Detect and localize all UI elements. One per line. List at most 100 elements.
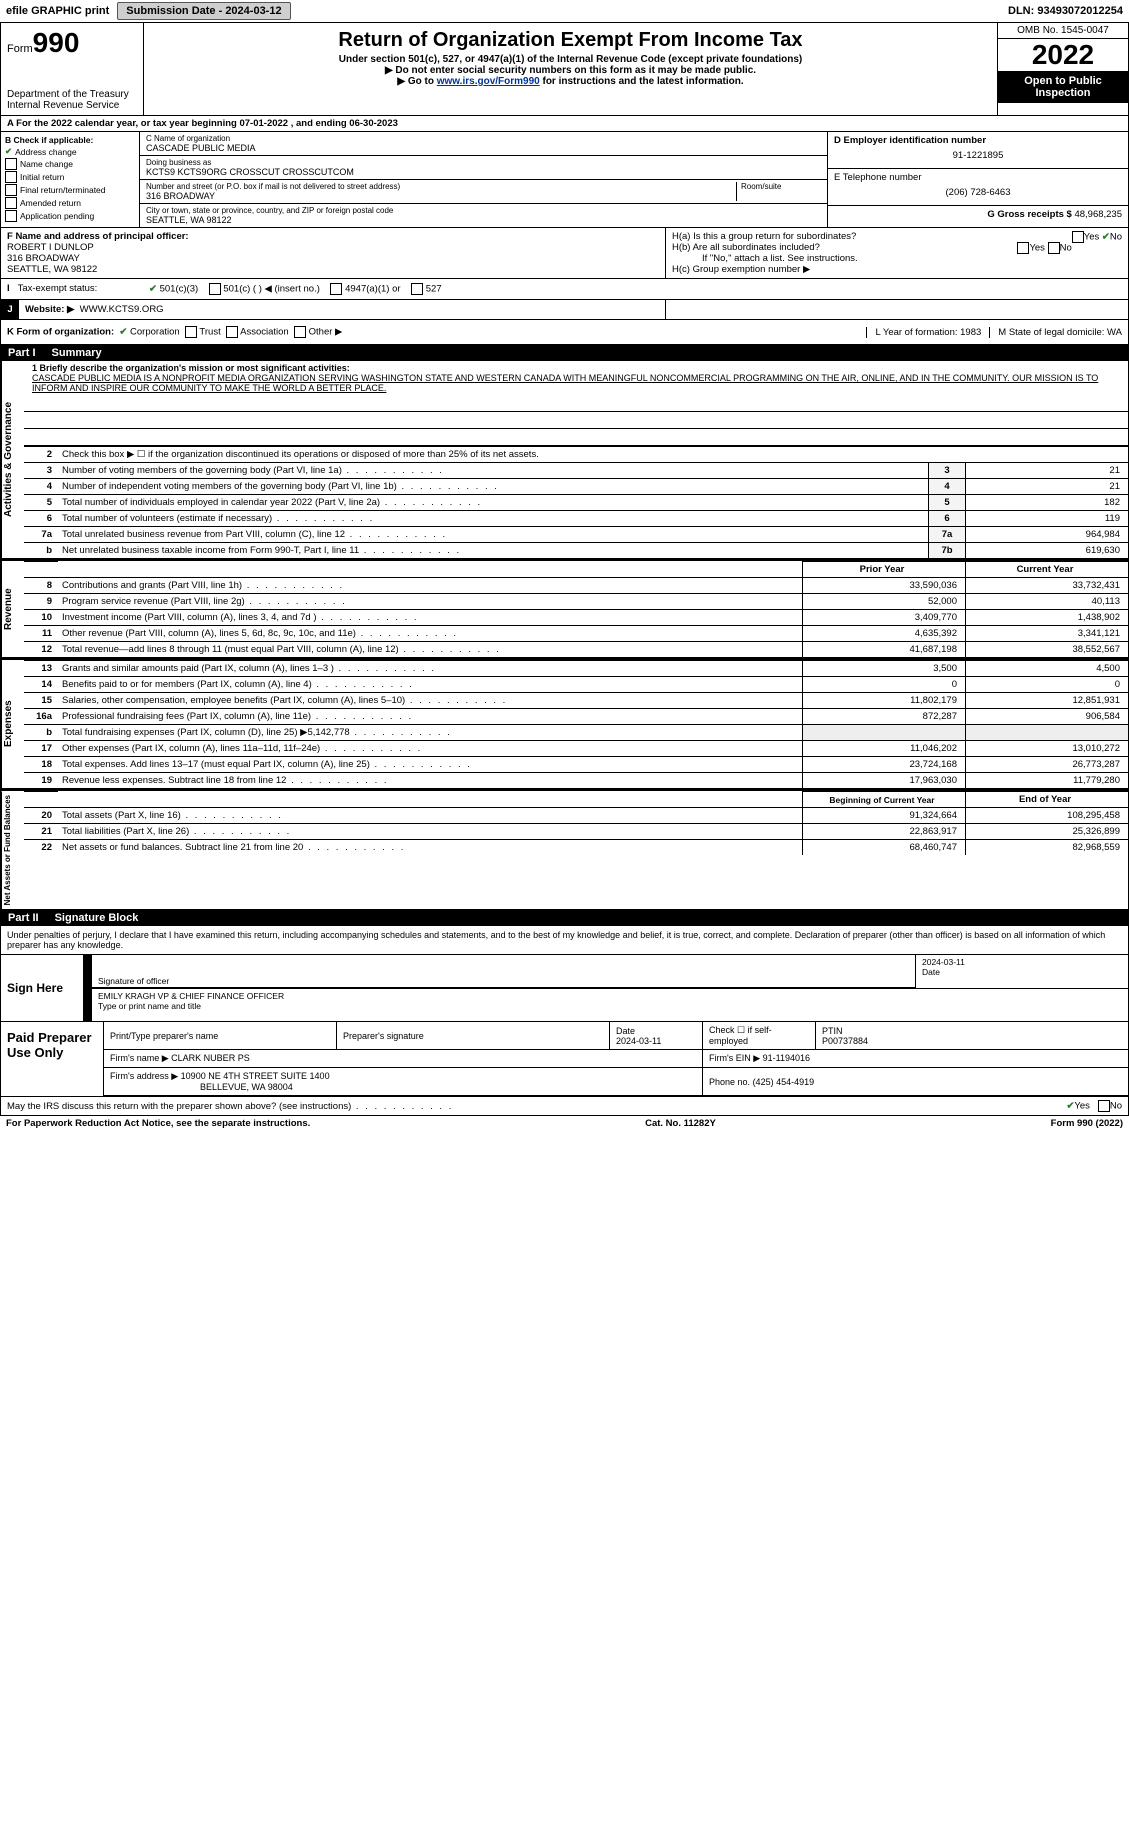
- header-right: OMB No. 1545-0047 2022 Open to Public In…: [997, 23, 1128, 115]
- cat-no: Cat. No. 11282Y: [645, 1118, 716, 1129]
- chk-amended: Amended return: [20, 198, 81, 208]
- line-text: Total number of individuals employed in …: [58, 495, 929, 511]
- line-value: 182: [966, 495, 1129, 511]
- end-year-head: End of Year: [966, 792, 1129, 808]
- prep-name-label: Print/Type preparer's name: [104, 1022, 337, 1050]
- checkbox-icon[interactable]: [1017, 242, 1029, 254]
- checkbox-icon[interactable]: [411, 283, 423, 295]
- period-row: A For the 2022 calendar year, or tax yea…: [0, 116, 1129, 132]
- line-number: 14: [24, 677, 58, 693]
- tax-status-row: I Tax-exempt status: ✔ 501(c)(3) 501(c) …: [0, 279, 1129, 300]
- tax-year: 2022: [998, 39, 1128, 71]
- prior-value: 3,409,770: [803, 610, 966, 626]
- checkbox-icon[interactable]: [5, 197, 17, 209]
- line-text: Grants and similar amounts paid (Part IX…: [58, 661, 803, 677]
- line-ref: 3: [929, 463, 966, 479]
- ein-label: D Employer identification number: [834, 135, 1122, 146]
- checkbox-icon[interactable]: [209, 283, 221, 295]
- prior-value: 4,635,392: [803, 626, 966, 642]
- line-number: 10: [24, 610, 58, 626]
- line-number: b: [24, 725, 58, 741]
- opt-501c3: 501(c)(3): [160, 284, 199, 295]
- box-b: B Check if applicable: ✔Address change N…: [1, 132, 140, 227]
- k-trust: Trust: [199, 327, 220, 338]
- checkbox-icon[interactable]: [1048, 242, 1060, 254]
- phone-label: E Telephone number: [834, 172, 1122, 183]
- prior-value: 23,724,168: [803, 757, 966, 773]
- begin-year-head: Beginning of Current Year: [803, 792, 966, 808]
- prior-value: 3,500: [803, 661, 966, 677]
- ein-value: 91-1221895: [834, 146, 1122, 165]
- sig-officer-label: Signature of officer: [98, 976, 169, 986]
- current-value: 3,341,121: [966, 626, 1129, 642]
- expenses-table: 13Grants and similar amounts paid (Part …: [24, 660, 1128, 788]
- governance-table: 2Check this box ▶ ☐ if the organization …: [24, 446, 1128, 558]
- line-ref: 4: [929, 479, 966, 495]
- prior-value: 17,963,030: [803, 773, 966, 789]
- submission-date-button[interactable]: Submission Date - 2024-03-12: [117, 2, 290, 20]
- line-ref: 7a: [929, 527, 966, 543]
- k-corp: Corporation: [130, 327, 180, 338]
- current-value: 26,773,287: [966, 757, 1129, 773]
- line-number: 8: [24, 578, 58, 594]
- gross-label: G Gross receipts $: [987, 209, 1071, 220]
- prior-value: 11,802,179: [803, 693, 966, 709]
- info-grid: B Check if applicable: ✔Address change N…: [0, 132, 1129, 228]
- officer-addr2: SEATTLE, WA 98122: [7, 264, 659, 275]
- header-left: Form990 Department of the Treasury Inter…: [1, 23, 144, 115]
- line-number: 4: [24, 479, 58, 495]
- checkbox-icon[interactable]: [1072, 231, 1084, 243]
- addr-label: Number and street (or P.O. box if mail i…: [146, 182, 736, 191]
- firm-name: CLARK NUBER PS: [171, 1053, 250, 1063]
- form-title: Return of Organization Exempt From Incom…: [150, 29, 991, 52]
- current-value: [966, 725, 1129, 741]
- line-number: b: [24, 543, 58, 559]
- line-number: 19: [24, 773, 58, 789]
- box-h: H(a) Is this a group return for subordin…: [666, 228, 1128, 278]
- part2-title: Signature Block: [55, 912, 139, 924]
- line-text: Net assets or fund balances. Subtract li…: [58, 840, 803, 856]
- current-value: 25,326,899: [966, 824, 1129, 840]
- checkbox-icon[interactable]: [5, 171, 17, 183]
- checkbox-icon[interactable]: [185, 326, 197, 338]
- governance-section: Activities & Governance 1 Briefly descri…: [0, 361, 1129, 559]
- prior-value: 33,590,036: [803, 578, 966, 594]
- ptin-value: P00737884: [822, 1036, 868, 1046]
- line-text: Total revenue—add lines 8 through 11 (mu…: [58, 642, 803, 658]
- paid-preparer-block: Paid Preparer Use Only Print/Type prepar…: [0, 1022, 1129, 1097]
- ha-text: H(a) Is this a group return for subordin…: [672, 231, 856, 242]
- line-text: Benefits paid to or for members (Part IX…: [58, 677, 803, 693]
- line-text: Number of independent voting members of …: [58, 479, 929, 495]
- checkbox-icon[interactable]: [330, 283, 342, 295]
- prior-value: 0: [803, 677, 966, 693]
- checkbox-icon[interactable]: [5, 184, 17, 196]
- current-value: 1,438,902: [966, 610, 1129, 626]
- line-text: Other revenue (Part VIII, column (A), li…: [58, 626, 803, 642]
- box-b-label: B Check if applicable:: [5, 135, 135, 145]
- phone-value: (206) 728-6463: [834, 183, 1122, 202]
- sig-date-label: Date: [922, 967, 1122, 977]
- part2-label: Part II: [8, 912, 39, 924]
- irs-link[interactable]: www.irs.gov/Form990: [437, 76, 540, 87]
- checkbox-icon[interactable]: [294, 326, 306, 338]
- j-label: J: [1, 300, 19, 319]
- checkbox-icon[interactable]: [5, 158, 17, 170]
- self-employed-label: Check ☐ if self-employed: [703, 1022, 816, 1050]
- room-label: Room/suite: [741, 182, 821, 191]
- firm-addr1: 10900 NE 4TH STREET SUITE 1400: [181, 1071, 330, 1081]
- prior-value: [803, 725, 966, 741]
- k-row: K Form of organization: ✔ Corporation Tr…: [0, 320, 1129, 345]
- check-icon: ✔: [119, 327, 127, 338]
- open-public-badge: Open to Public Inspection: [998, 71, 1128, 103]
- dept-label: Department of the Treasury: [7, 89, 137, 100]
- line-text: Contributions and grants (Part VIII, lin…: [58, 578, 803, 594]
- line-number: 2: [24, 447, 58, 463]
- no-label: No: [1110, 1101, 1122, 1112]
- part1-title: Summary: [52, 347, 102, 359]
- checkbox-icon[interactable]: [5, 210, 17, 222]
- yes-label: Yes: [1029, 243, 1045, 254]
- line-value: 21: [966, 479, 1129, 495]
- hc-text: H(c) Group exemption number ▶: [672, 264, 1122, 275]
- checkbox-icon[interactable]: [1098, 1100, 1110, 1112]
- checkbox-icon[interactable]: [226, 326, 238, 338]
